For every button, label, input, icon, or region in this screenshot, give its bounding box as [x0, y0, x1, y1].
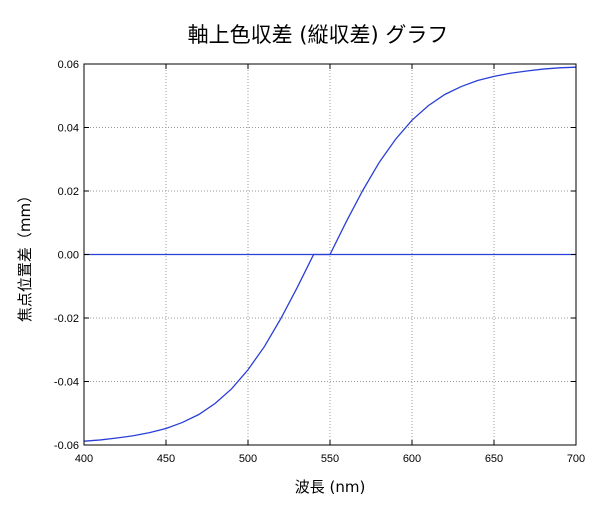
y-tick-label: 0.04 — [58, 123, 79, 135]
y-tick-label: 0.06 — [58, 59, 79, 71]
x-tick-label: 500 — [239, 453, 257, 465]
y-tick-label: -0.06 — [54, 440, 79, 452]
x-axis-label: 波長 (nm) — [295, 478, 366, 496]
y-tick-label: 0.02 — [58, 186, 79, 198]
x-tick-label: 550 — [321, 453, 339, 465]
y-axis-label: 焦点位置差（mm） — [16, 188, 34, 322]
x-tick-label: 600 — [403, 453, 421, 465]
x-tick-label: 400 — [75, 453, 93, 465]
y-tick-label: -0.04 — [54, 377, 79, 389]
chart-title: 軸上色収差 (縦収差) グラフ — [188, 23, 449, 47]
x-tick-label: 650 — [485, 453, 503, 465]
y-tick-label: -0.02 — [54, 313, 79, 325]
plot-series — [83, 66, 577, 442]
x-tick-label: 450 — [157, 453, 175, 465]
ticks: 400 450 500 550 600 650 700 0.06 0.04 0.02 0.00 -0.… — [54, 59, 585, 465]
x-tick-label: 700 — [567, 453, 585, 465]
y-tick-label: 0.00 — [58, 250, 79, 262]
